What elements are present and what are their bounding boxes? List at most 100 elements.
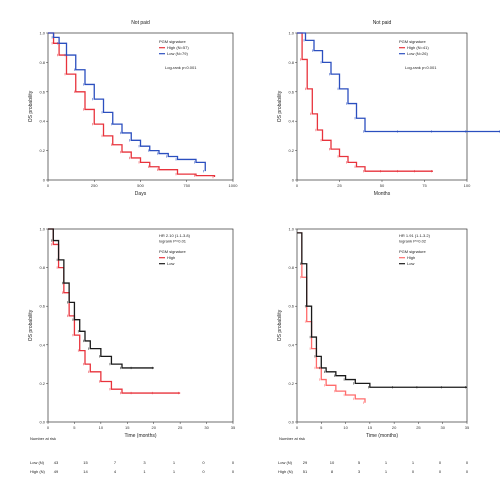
- x-axis-label: Months: [374, 191, 391, 197]
- plot-frame: [296, 228, 468, 423]
- legend-entry: Low: [407, 261, 414, 266]
- x-tick-label: 750: [183, 183, 190, 188]
- y-tick-label: 0.2: [288, 148, 294, 153]
- x-tick-label: 25: [337, 183, 342, 188]
- y-axis-label: OS probability: [28, 90, 34, 122]
- x-tick-label: 100: [464, 183, 471, 188]
- y-tick-label: 0.4: [39, 342, 45, 347]
- y-tick-label: 0.8: [39, 60, 45, 65]
- legend-entry: High (N=41): [407, 45, 429, 50]
- legend-title: PGM signature: [399, 39, 426, 44]
- x-axis-label: Time (months): [366, 433, 398, 439]
- x-tick-label: 20: [151, 425, 156, 430]
- stats-annotation: HR 2.10 (1.1-3.8): [159, 233, 191, 238]
- y-tick-label: 0.2: [39, 381, 45, 386]
- risk-value: 0: [232, 460, 235, 465]
- y-tick-label: 0.0: [288, 420, 294, 425]
- risk-value: 49: [54, 469, 59, 474]
- stats-annotation: Log-rank p<0.001: [165, 65, 197, 70]
- legend-entry: High: [167, 255, 175, 260]
- plot-frame: [47, 228, 234, 423]
- risk-value: 0: [439, 460, 442, 465]
- legend-title: PGM signature: [399, 249, 426, 254]
- y-tick-label: 0.6: [288, 304, 294, 309]
- legend-entry: Low (N=79): [167, 51, 188, 56]
- y-tick-label: 0.2: [288, 381, 294, 386]
- risk-value: 0: [202, 469, 205, 474]
- risk-value: 4: [114, 469, 117, 474]
- x-tick-label: 25: [416, 425, 421, 430]
- legend-entry: Low (N=26): [407, 51, 428, 56]
- x-tick-label: 0: [296, 425, 299, 430]
- risk-value: 0: [439, 469, 442, 474]
- y-tick-label: 0.2: [39, 148, 45, 153]
- risk-value: 0: [466, 460, 469, 465]
- x-tick-label: 20: [392, 425, 397, 430]
- chart-title: Not paid: [131, 20, 150, 26]
- risk-value: 1: [385, 460, 388, 465]
- stats-annotation: logrank P=0.01: [159, 239, 187, 244]
- y-tick-label: 1.0: [39, 227, 45, 232]
- risk-value: 5: [358, 460, 361, 465]
- x-tick-label: 0: [47, 183, 50, 188]
- x-tick-label: 500: [137, 183, 144, 188]
- risk-value: 8: [331, 469, 334, 474]
- y-tick-label: 0.6: [39, 304, 45, 309]
- risk-table: Number at risk Low (N) 43 15 7 3 1 0 0 High (N) 49…: [30, 436, 235, 474]
- risk-table-title: Number at risk: [30, 436, 56, 441]
- stats-annotation: HR 1.91 (1.1-3.2): [399, 233, 431, 238]
- y-tick-label: 1.0: [288, 227, 294, 232]
- x-tick-label: 15: [368, 425, 373, 430]
- legend-entry: Low: [167, 261, 174, 266]
- risk-value: 7: [114, 460, 117, 465]
- y-tick-label: 0.8: [288, 265, 294, 270]
- y-tick-label: 0.6: [288, 89, 294, 94]
- x-tick-label: 15: [125, 425, 130, 430]
- x-tick-label: 30: [204, 425, 209, 430]
- risk-value: 10: [330, 460, 335, 465]
- km-curve-blue: [48, 32, 206, 172]
- km-curve-red: [297, 32, 433, 172]
- risk-value: 51: [303, 469, 308, 474]
- x-tick-label: 50: [380, 183, 385, 188]
- chart-title: Not paid: [373, 20, 392, 26]
- risk-row-label: High (N): [278, 469, 294, 474]
- y-tick-label: 0: [292, 178, 295, 183]
- km-curve-black: [48, 228, 154, 369]
- legend-title: PGM signature: [159, 249, 186, 254]
- risk-row-label: Low (N): [30, 460, 45, 465]
- risk-value: 0: [202, 460, 205, 465]
- risk-value: 1: [173, 469, 176, 474]
- x-tick-label: 75: [422, 183, 427, 188]
- risk-row-label: Low (N): [278, 460, 293, 465]
- km-curve-pink: [297, 232, 366, 403]
- risk-table-title: Number at risk: [279, 436, 305, 441]
- x-tick-label: 35: [465, 425, 470, 430]
- km-curve-red: [48, 228, 181, 394]
- stats-annotation: logrank P=0.02: [399, 239, 427, 244]
- x-tick-label: 30: [440, 425, 445, 430]
- y-tick-label: 1.0: [39, 31, 45, 36]
- risk-row-label: High (N): [30, 469, 46, 474]
- y-tick-label: 0.4: [39, 119, 45, 124]
- x-tick-label: 25: [178, 425, 183, 430]
- x-axis-label: Time (months): [124, 433, 156, 439]
- km-curve-red: [48, 32, 216, 178]
- x-tick-label: 35: [231, 425, 236, 430]
- x-tick-label: 5: [320, 425, 323, 430]
- y-tick-label: 1.0: [288, 31, 294, 36]
- legend-title: PGM signature: [159, 39, 186, 44]
- risk-value: 0: [412, 469, 415, 474]
- x-tick-label: 250: [91, 183, 98, 188]
- risk-value: 3: [143, 460, 146, 465]
- y-axis-label: OS probability: [277, 90, 283, 122]
- risk-value: 3: [358, 469, 361, 474]
- y-tick-label: 0.4: [288, 119, 294, 124]
- legend-entry: High: [407, 255, 415, 260]
